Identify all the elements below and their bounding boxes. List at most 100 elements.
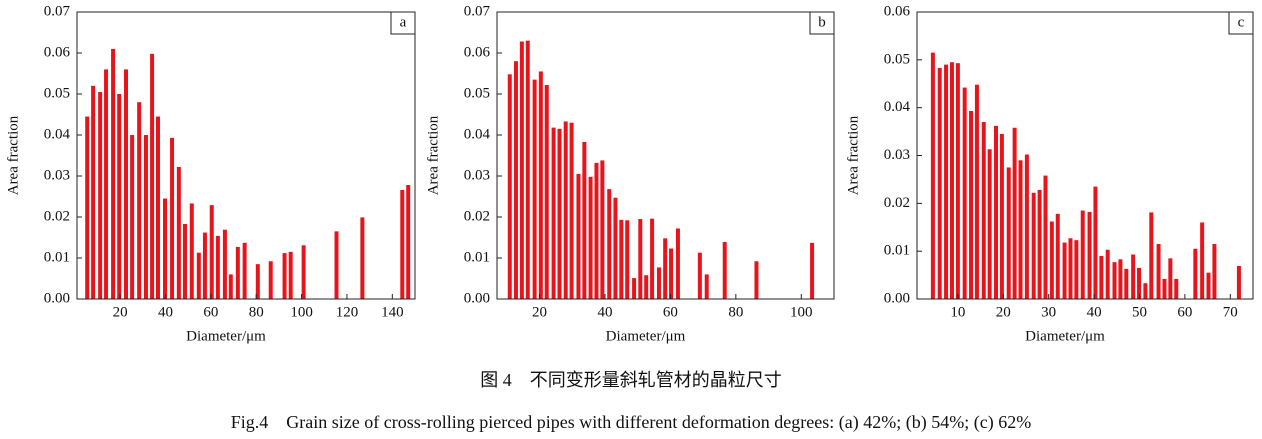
bar: [196, 252, 201, 299]
x-tick-label: 100: [790, 304, 813, 320]
bar: [632, 278, 637, 299]
bar: [1068, 238, 1073, 299]
y-tick-label: 0.03: [44, 167, 70, 183]
bar: [182, 223, 187, 299]
bar: [999, 133, 1004, 299]
bar: [360, 217, 365, 299]
bar: [619, 219, 624, 299]
bar: [189, 203, 194, 299]
bar: [1006, 167, 1011, 299]
bar: [754, 261, 759, 299]
bar: [1037, 189, 1042, 299]
bar: [663, 238, 668, 299]
bar: [334, 231, 339, 299]
bar: [525, 40, 530, 299]
x-tick-label: 40: [1087, 304, 1102, 320]
bar: [955, 63, 960, 299]
plot-frame: [76, 11, 416, 300]
bar: [1024, 154, 1029, 299]
bar: [600, 160, 605, 299]
bar: [400, 189, 405, 299]
bar: [650, 218, 655, 299]
y-tick-label: 0.05: [464, 85, 490, 101]
y-tick-label: 0.04: [464, 126, 491, 142]
bar: [1018, 160, 1023, 299]
bar: [930, 52, 935, 300]
plot-frame: [496, 11, 835, 300]
bar: [104, 69, 109, 300]
bar: [85, 116, 90, 299]
bar: [1087, 211, 1092, 299]
bar: [242, 242, 247, 299]
y-tick-label: 0.02: [884, 195, 910, 211]
bar: [150, 53, 155, 299]
x-tick-label: 20: [113, 304, 128, 320]
x-tick-label: 70: [1223, 304, 1238, 320]
y-axis-label: Area fraction: [845, 115, 861, 195]
y-tick-label: 0.00: [44, 290, 70, 306]
bar: [557, 128, 562, 299]
panel-label: b: [818, 14, 826, 30]
y-tick-label: 0.03: [464, 167, 490, 183]
bar: [594, 162, 599, 299]
bar: [1055, 213, 1060, 299]
bar: [1236, 265, 1241, 299]
y-tick-label: 0.03: [884, 147, 910, 163]
bar: [532, 79, 537, 300]
bar: [288, 251, 293, 299]
bar: [1143, 283, 1148, 299]
bar: [569, 122, 574, 299]
bar: [1168, 258, 1173, 299]
bar: [137, 102, 142, 299]
x-tick-label: 140: [381, 304, 404, 320]
bar: [981, 122, 986, 300]
bar: [563, 121, 568, 299]
x-tick-label: 20: [996, 304, 1011, 320]
bar: [98, 91, 103, 299]
bar: [1124, 268, 1129, 299]
y-tick-label: 0.01: [44, 249, 70, 265]
bar: [1162, 278, 1167, 299]
bar: [625, 220, 630, 299]
bar: [255, 264, 260, 299]
bar: [202, 232, 207, 299]
bar: [1212, 243, 1217, 299]
bar: [1043, 175, 1048, 299]
bar: [513, 61, 518, 300]
bar: [551, 127, 556, 300]
x-tick-label: 120: [336, 304, 359, 320]
y-tick-label: 0.02: [44, 208, 70, 224]
y-tick-label: 0.00: [884, 290, 910, 306]
bar: [235, 246, 240, 299]
x-tick-label: 40: [158, 304, 173, 320]
y-axis-label: Area fraction: [425, 115, 441, 195]
bar: [1099, 255, 1104, 299]
panel-label: c: [1238, 14, 1245, 30]
y-tick-label: 0.04: [884, 99, 911, 115]
bar: [722, 242, 727, 299]
bar: [544, 84, 549, 299]
y-tick-label: 0.07: [464, 3, 491, 19]
bar: [656, 267, 661, 299]
bar: [228, 274, 233, 299]
y-tick-label: 0.07: [44, 3, 71, 19]
bar: [669, 248, 674, 299]
bar: [117, 94, 122, 299]
panel-label: a: [400, 14, 407, 30]
bar: [1062, 242, 1067, 299]
bar: [675, 228, 680, 299]
x-tick-label: 10: [950, 304, 965, 320]
x-tick-label: 80: [249, 304, 264, 320]
y-tick-label: 0.00: [464, 290, 490, 306]
y-tick-label: 0.06: [884, 3, 911, 19]
bar: [143, 135, 148, 299]
caption-en: Fig.4 Grain size of cross-rolling pierce…: [231, 412, 1031, 433]
bar: [607, 189, 612, 299]
bar: [1105, 249, 1110, 299]
bar: [1074, 240, 1079, 299]
bar: [268, 261, 273, 299]
bar: [507, 74, 512, 299]
x-tick-label: 100: [290, 304, 313, 320]
bar: [282, 253, 287, 299]
